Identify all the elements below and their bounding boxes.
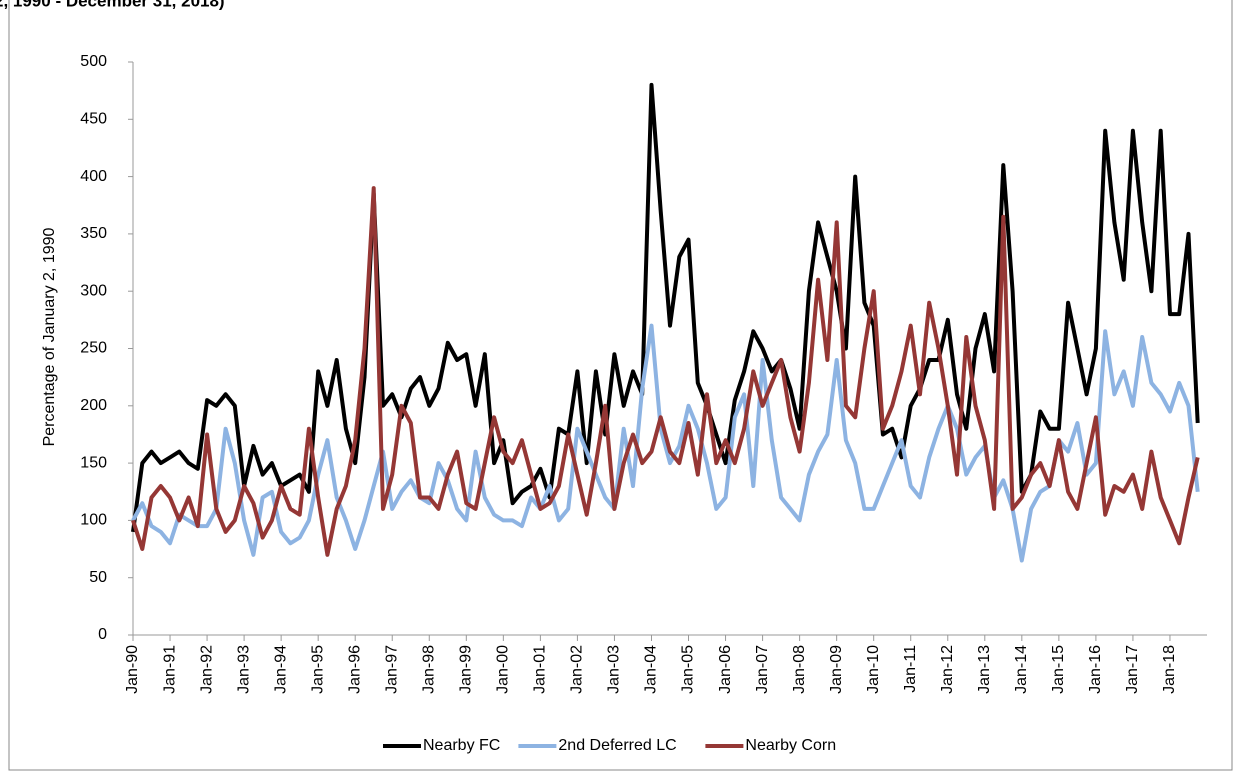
y-tick-label: 200 [80, 397, 107, 414]
x-tick-label: Jan-91 [161, 645, 178, 694]
x-tick-label: Jan-95 [309, 645, 326, 694]
x-tick-label: Jan-99 [458, 645, 475, 694]
series-line [131, 323, 1200, 563]
x-tick-label: Jan-14 [1013, 645, 1030, 694]
x-tick-label: Jan-01 [532, 645, 549, 694]
x-tick-label: Jan-08 [791, 645, 808, 694]
series-line [131, 82, 1200, 533]
y-axis-label: Percentage of January 2, 1990 [41, 227, 58, 446]
x-tick-label: Jan-11 [902, 645, 919, 693]
legend-label: 2nd Deferred LC [558, 737, 676, 754]
x-tick-label: Jan-03 [606, 645, 623, 694]
x-tick-label: Jan-92 [198, 645, 215, 694]
x-tick-label: Jan-18 [1161, 645, 1178, 694]
x-tick-label: Jan-05 [680, 645, 697, 694]
legend-label: Nearby Corn [745, 737, 836, 754]
x-tick-label: Jan-90 [124, 645, 141, 694]
x-tick-label: Jan-94 [272, 645, 289, 694]
y-tick-label: 450 [80, 111, 107, 128]
y-tick-label: 100 [80, 512, 107, 529]
x-tick-label: Jan-93 [235, 645, 252, 694]
series-line [131, 186, 1200, 557]
x-tick-label: Jan-10 [865, 645, 882, 694]
y-tick-label: 350 [80, 225, 107, 242]
x-tick-label: Jan-15 [1050, 645, 1067, 694]
chart-frame [8, 0, 1233, 771]
x-tick-label: Jan-97 [383, 645, 400, 694]
legend-label: Nearby FC [423, 737, 500, 754]
x-tick-label: Jan-04 [643, 645, 660, 694]
x-tick-label: Jan-12 [939, 645, 956, 694]
x-tick-label: Jan-02 [569, 645, 586, 694]
x-tick-label: Jan-07 [754, 645, 771, 694]
y-tick-label: 300 [80, 282, 107, 299]
x-tick-label: Jan-98 [420, 645, 437, 694]
y-tick-label: 50 [89, 569, 107, 586]
chart-title: 2, 1990 - December 31, 2018) [0, 0, 225, 10]
x-tick-label: Jan-06 [717, 645, 734, 694]
x-tick-label: Jan-96 [346, 645, 363, 694]
y-tick-label: 150 [80, 454, 107, 471]
x-tick-label: Jan-13 [976, 645, 993, 694]
x-tick-label: Jan-17 [1124, 645, 1141, 694]
y-tick-label: 250 [80, 340, 107, 357]
y-tick-label: 500 [80, 53, 107, 70]
x-tick-label: Jan-00 [495, 645, 512, 694]
x-tick-label: Jan-09 [828, 645, 845, 694]
x-tick-label: Jan-16 [1087, 645, 1104, 694]
y-tick-label: 0 [98, 626, 107, 643]
y-tick-label: 400 [80, 168, 107, 185]
